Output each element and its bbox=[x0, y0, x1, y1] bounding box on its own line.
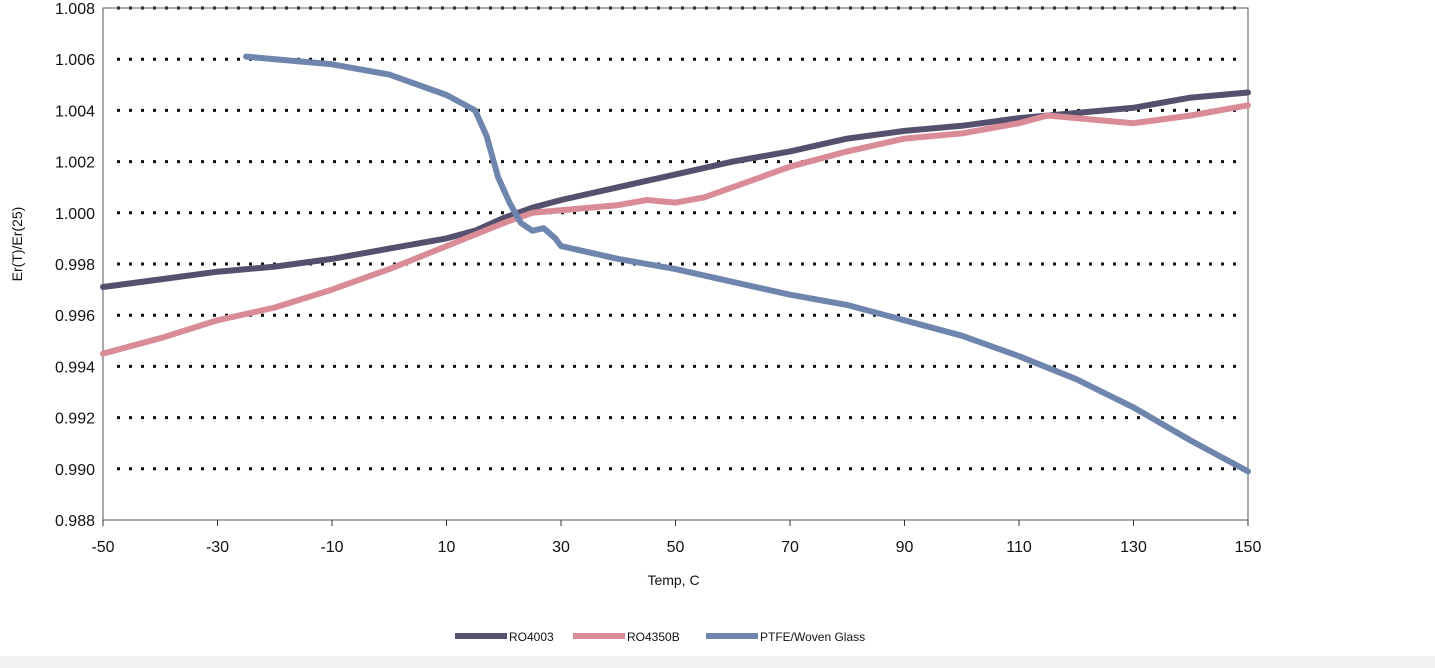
y-tick-label: 1.008 bbox=[55, 1, 95, 18]
y-axis-ticks: 0.988 0.990 0.992 0.994 0.996 0.998 1.000 1.002… bbox=[55, 1, 95, 530]
x-tick-label: -50 bbox=[91, 539, 114, 556]
y-tick-label: 1.004 bbox=[55, 103, 95, 120]
y-tick-label: 1.006 bbox=[55, 52, 95, 69]
y-tick-label: 0.998 bbox=[55, 257, 95, 274]
x-tick-label: 90 bbox=[896, 539, 914, 556]
legend-label: PTFE/Woven Glass bbox=[760, 630, 865, 644]
y-axis-title: Er(T)/Er(25) bbox=[9, 207, 25, 282]
x-tick-label: 70 bbox=[781, 539, 799, 556]
y-tick-label: 0.996 bbox=[55, 308, 95, 325]
x-tick-label: 110 bbox=[1006, 539, 1032, 556]
series-lines bbox=[100, 53, 1251, 475]
series-line-2 bbox=[100, 102, 1251, 357]
y-tick-label: 0.992 bbox=[55, 411, 95, 428]
y-tick-label: 1.002 bbox=[55, 155, 95, 172]
bottom-strip bbox=[0, 656, 1435, 668]
y-tick-label: 0.994 bbox=[55, 359, 95, 376]
y-tick-label: 1.000 bbox=[55, 206, 95, 223]
legend-label: RO4003 bbox=[509, 630, 554, 644]
legend: RO4003 RO4350B PTFE/Woven Glass bbox=[455, 630, 865, 644]
series-line-1 bbox=[100, 89, 1251, 290]
y-tick-label: 0.988 bbox=[55, 513, 95, 530]
x-tick-label: 150 bbox=[1235, 539, 1262, 556]
x-axis-title: Temp, C bbox=[647, 572, 699, 588]
x-tick-label: 130 bbox=[1120, 539, 1147, 556]
x-tick-label: 10 bbox=[438, 539, 456, 556]
y-tick-label: 0.990 bbox=[55, 462, 95, 479]
legend-label: RO4350B bbox=[627, 630, 680, 644]
series-line-3 bbox=[243, 53, 1251, 475]
gridlines bbox=[117, 6, 1242, 471]
x-tick-label: -10 bbox=[320, 539, 343, 556]
x-tick-label: 50 bbox=[667, 539, 685, 556]
x-tick-label: 30 bbox=[552, 539, 570, 556]
x-tick-label: -30 bbox=[206, 539, 229, 556]
x-axis-ticks: -50 -30 -10 10 30 50 70 90 110 130 150 bbox=[91, 520, 1261, 556]
